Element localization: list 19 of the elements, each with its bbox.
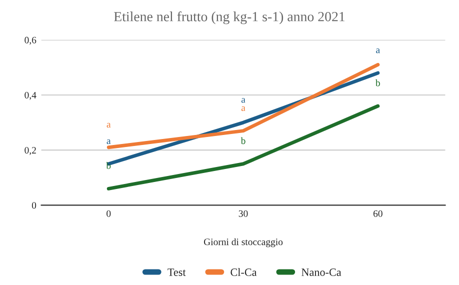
chart-title: Etilene nel frutto (ng kg-1 s-1) anno 2021 — [114, 11, 345, 24]
y-tick-label: 0,4 — [24, 92, 36, 100]
x-tick-label: 0 — [106, 210, 111, 217]
x-tick-label: 30 — [238, 210, 248, 217]
annotation: a — [241, 106, 246, 112]
legend-label: Nano-Ca — [302, 268, 342, 276]
x-tick-label: 60 — [373, 210, 382, 217]
annotation: b — [375, 79, 380, 86]
annotation: a — [106, 122, 111, 128]
annotation: a — [241, 98, 246, 103]
annotation: a — [376, 48, 380, 54]
y-tick-label: 0,6 — [24, 36, 36, 45]
legend-label: Test — [168, 268, 186, 276]
x-axis-title: Giorni di stoccaggio — [204, 238, 283, 248]
y-tick-label: 0,2 — [24, 147, 36, 155]
y-tick-label: 0 — [32, 202, 36, 209]
legend-label: Cl-Ca — [230, 268, 257, 276]
annotation: a — [106, 139, 111, 144]
annotation: b — [240, 137, 246, 144]
